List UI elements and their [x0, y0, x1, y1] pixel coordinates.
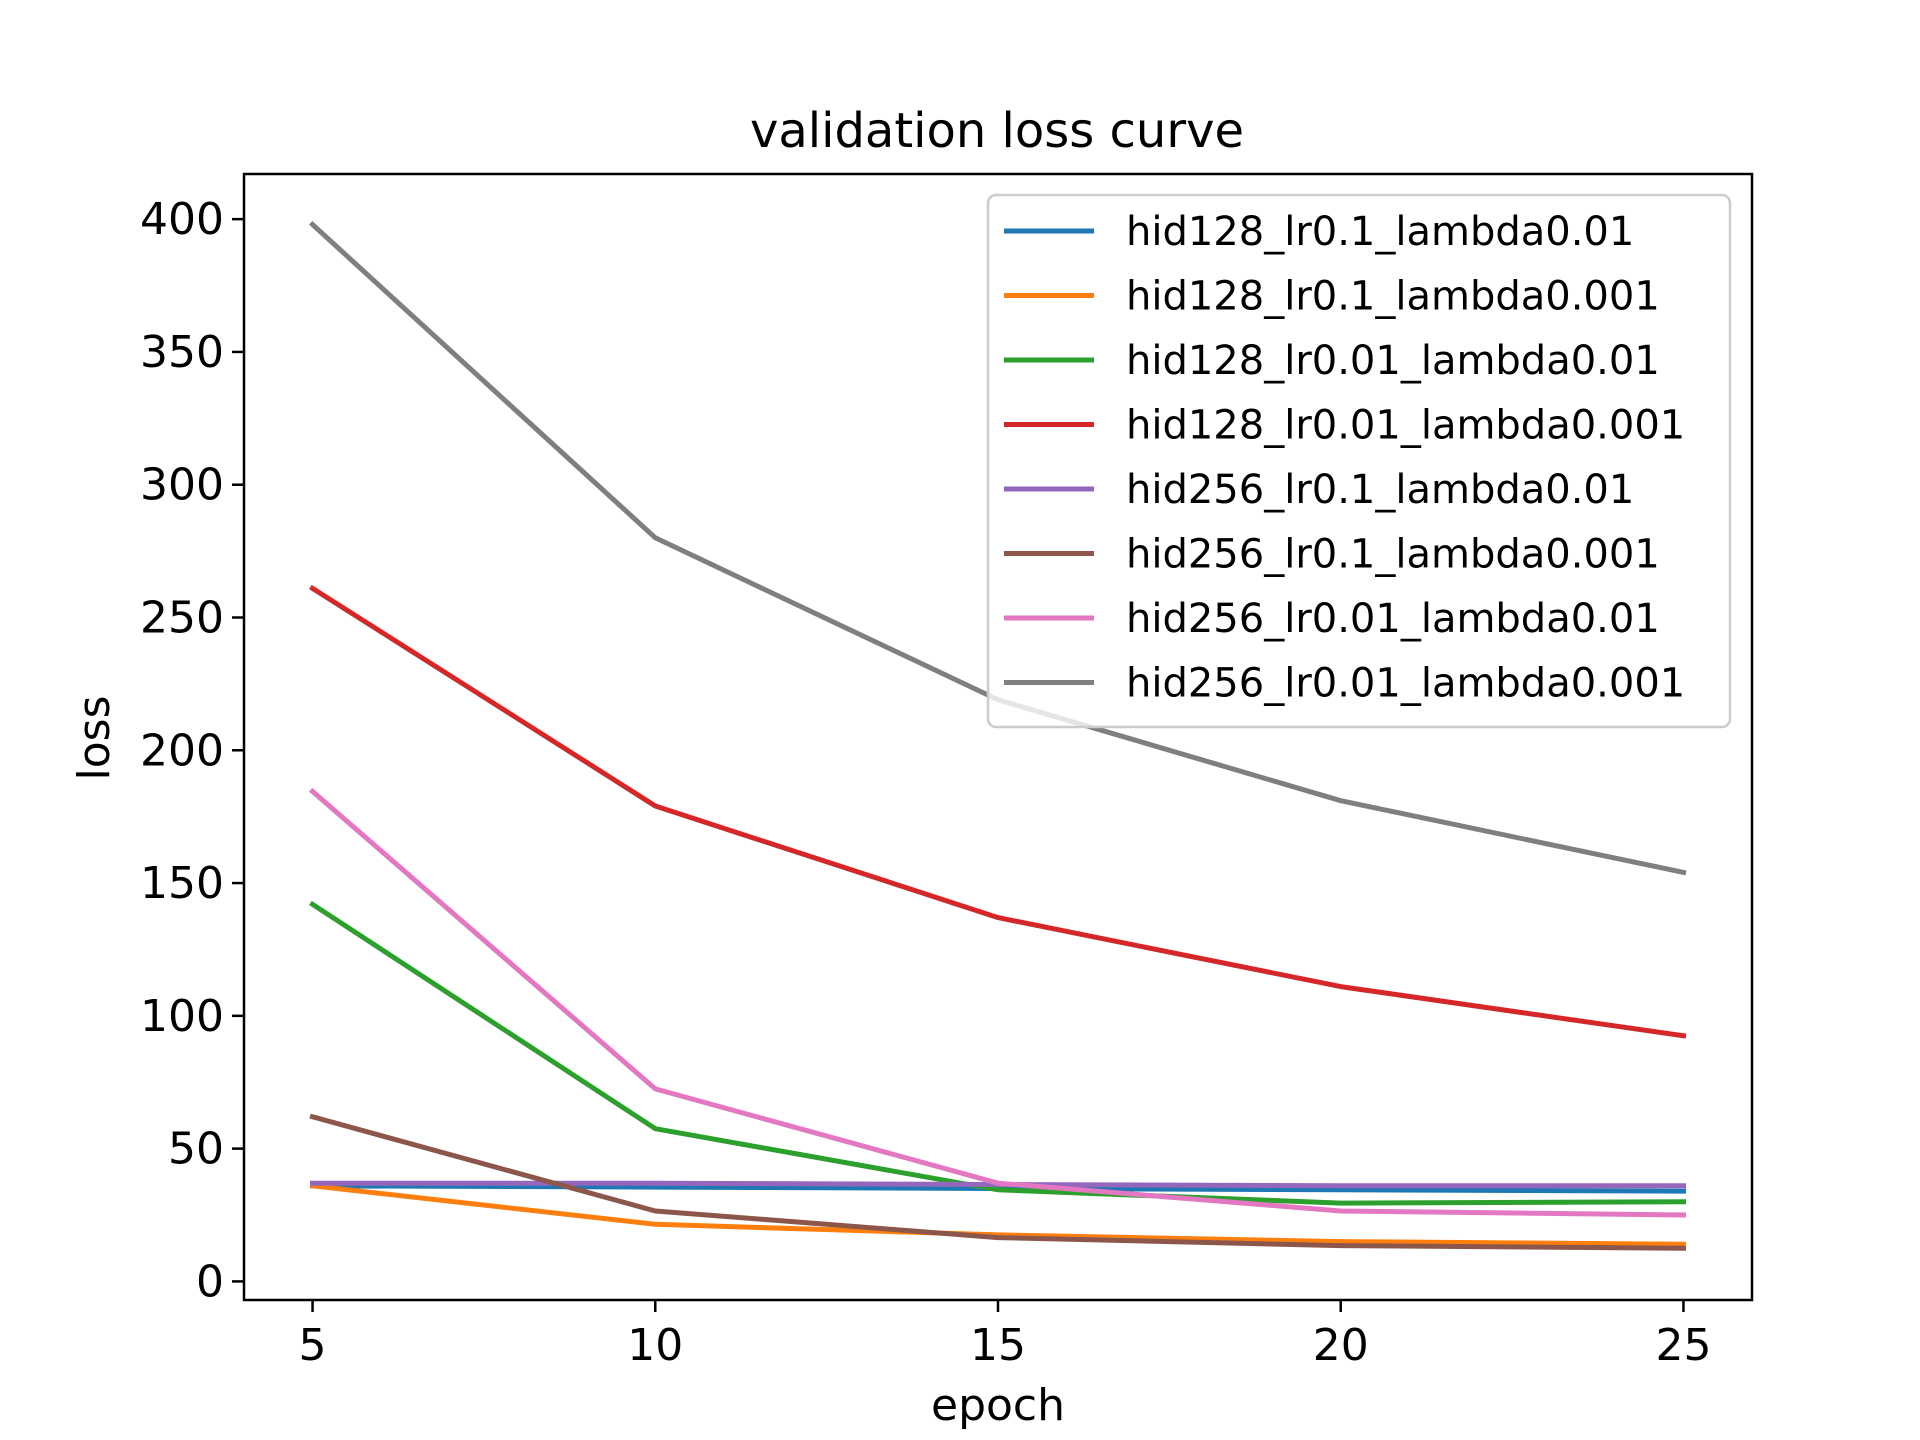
x-axis-ticks: 5 10 15 20 25 [299, 1300, 1711, 1371]
series-line-3 [309, 900, 1687, 1206]
series-line-2 [309, 1183, 1687, 1247]
legend-label-7: hid256_lr0.01_lambda0.01 [1126, 596, 1660, 642]
series-line-6 [309, 1113, 1687, 1251]
y-tick-label: 150 [140, 858, 224, 909]
x-axis-label: epoch [931, 1380, 1065, 1431]
legend-label-5: hid256_lr0.1_lambda0.01 [1126, 467, 1634, 513]
y-axis-label: loss [69, 696, 120, 781]
x-tick-label: 5 [299, 1320, 327, 1371]
legend-label-1: hid128_lr0.1_lambda0.01 [1126, 209, 1634, 255]
legend-label-8: hid256_lr0.01_lambda0.001 [1126, 661, 1685, 707]
x-tick-label: 10 [627, 1320, 683, 1371]
legend: hid128_lr0.1_lambda0.01 hid128_lr0.1_lamb… [986, 193, 1732, 729]
chart-title: validation loss curve [750, 103, 1244, 159]
x-tick-label: 20 [1313, 1320, 1369, 1371]
y-tick-label: 200 [140, 725, 224, 776]
legend-label-3: hid128_lr0.01_lambda0.01 [1126, 338, 1660, 384]
y-tick-label: 300 [140, 460, 224, 511]
y-tick-label: 0 [196, 1256, 224, 1307]
series-line-4 [309, 584, 1687, 1039]
x-tick-label: 25 [1655, 1320, 1711, 1371]
series-line-7 [308, 787, 1687, 1218]
legend-items: hid128_lr0.1_lambda0.01 hid128_lr0.1_lamb… [1004, 209, 1685, 707]
x-tick-label: 15 [970, 1320, 1026, 1371]
y-tick-label: 100 [140, 991, 224, 1042]
y-tick-label: 50 [168, 1124, 224, 1175]
legend-label-4: hid128_lr0.01_lambda0.001 [1126, 403, 1685, 449]
legend-box [986, 193, 1732, 729]
y-tick-label: 350 [140, 327, 224, 378]
y-tick-label: 250 [140, 592, 224, 643]
legend-label-6: hid256_lr0.1_lambda0.001 [1126, 532, 1660, 578]
series-layer [308, 220, 1687, 1251]
y-axis-ticks: 0 50 100 150 200 250 300 350 400 [140, 194, 244, 1307]
y-tick-label: 400 [140, 194, 224, 245]
legend-label-2: hid128_lr0.1_lambda0.001 [1126, 274, 1660, 320]
